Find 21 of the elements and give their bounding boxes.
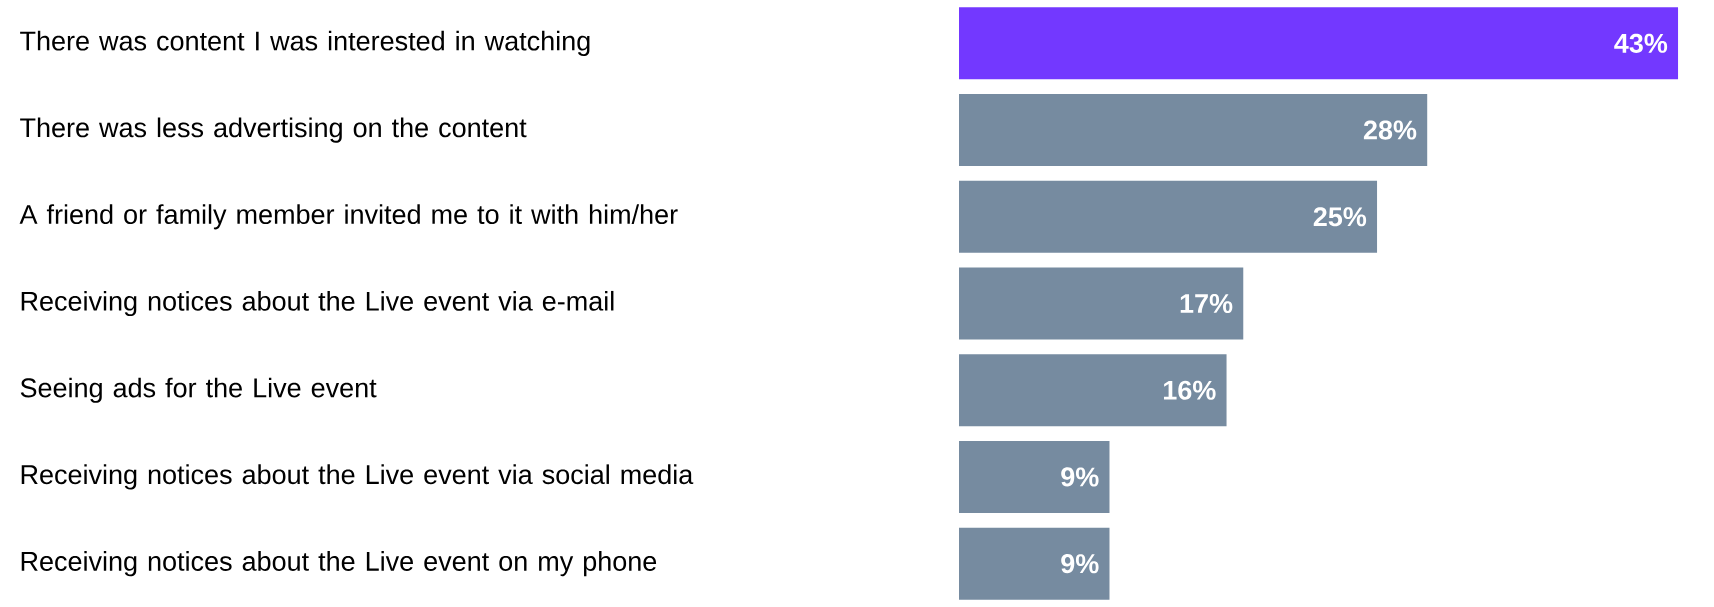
bar <box>958 354 1227 427</box>
data-label: 9% <box>1061 467 1099 487</box>
bar <box>958 527 1110 600</box>
data-label: 43% <box>1614 33 1668 53</box>
y-tick-label: Receiving notices about the Live event via social media <box>21 464 694 490</box>
data-label: 25% <box>1313 207 1367 227</box>
bar <box>958 94 1428 167</box>
data-label: 17% <box>1180 294 1233 314</box>
data-label: 16% <box>1164 380 1216 400</box>
y-tick-label: There was less advertising on the content <box>20 117 527 143</box>
bar <box>958 7 1679 80</box>
y-tick-label: Seeing ads for the Live event <box>20 377 377 403</box>
bar <box>958 180 1378 253</box>
y-tick-label: Receiving notices about the Live event via e-mail <box>21 290 614 317</box>
bar <box>958 440 1110 513</box>
data-label: 28% <box>1363 120 1417 140</box>
y-tick-label: A friend or family member invited me to it with him/her <box>19 204 678 230</box>
data-label: 9% <box>1061 554 1099 574</box>
y-tick-label: There was content I was interested in watching <box>20 30 590 56</box>
y-tick-label: Receiving notices about the Live event on my phone <box>21 551 657 577</box>
bar <box>958 267 1244 340</box>
